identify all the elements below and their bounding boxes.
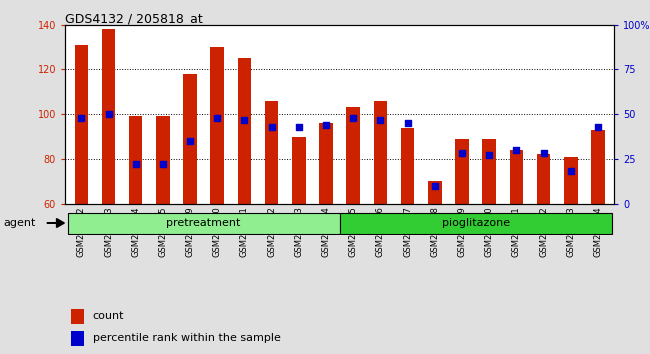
Point — [402, 120, 413, 126]
Point — [511, 147, 521, 153]
Point — [158, 161, 168, 167]
Bar — [374, 101, 387, 204]
Text: agent: agent — [3, 218, 36, 228]
Point — [375, 117, 385, 122]
Bar — [339, 212, 612, 234]
Bar — [428, 181, 441, 204]
Point — [103, 111, 114, 117]
Bar — [129, 116, 142, 204]
Bar — [564, 156, 578, 204]
Bar — [292, 137, 306, 204]
Bar — [156, 116, 170, 204]
Bar — [346, 108, 360, 204]
Point — [131, 161, 141, 167]
Bar — [401, 127, 415, 204]
Bar — [482, 139, 496, 204]
Bar — [211, 47, 224, 204]
Text: pioglitazone: pioglitazone — [441, 218, 510, 228]
Bar — [591, 130, 604, 204]
Bar — [510, 150, 523, 204]
Bar — [71, 309, 84, 324]
Text: GDS4132 / 205818_at: GDS4132 / 205818_at — [65, 12, 203, 25]
Point — [185, 138, 195, 144]
Point — [212, 115, 222, 121]
Point — [321, 122, 332, 128]
Bar — [537, 154, 551, 204]
Text: pretreatment: pretreatment — [166, 218, 241, 228]
Bar — [238, 58, 252, 204]
Point — [294, 124, 304, 130]
Bar — [265, 101, 278, 204]
Point — [430, 183, 440, 188]
Bar — [71, 331, 84, 346]
Point — [239, 117, 250, 122]
Bar — [455, 139, 469, 204]
Bar — [183, 74, 197, 204]
Point — [566, 169, 576, 174]
Point — [76, 115, 86, 121]
Point — [457, 151, 467, 156]
Point — [593, 124, 603, 130]
Bar — [68, 212, 339, 234]
Point — [266, 124, 277, 130]
Point — [484, 153, 495, 158]
Bar — [75, 45, 88, 204]
Point — [538, 151, 549, 156]
Text: percentile rank within the sample: percentile rank within the sample — [92, 333, 281, 343]
Text: count: count — [92, 312, 124, 321]
Bar — [319, 123, 333, 204]
Bar — [101, 29, 115, 204]
Point — [348, 115, 358, 121]
